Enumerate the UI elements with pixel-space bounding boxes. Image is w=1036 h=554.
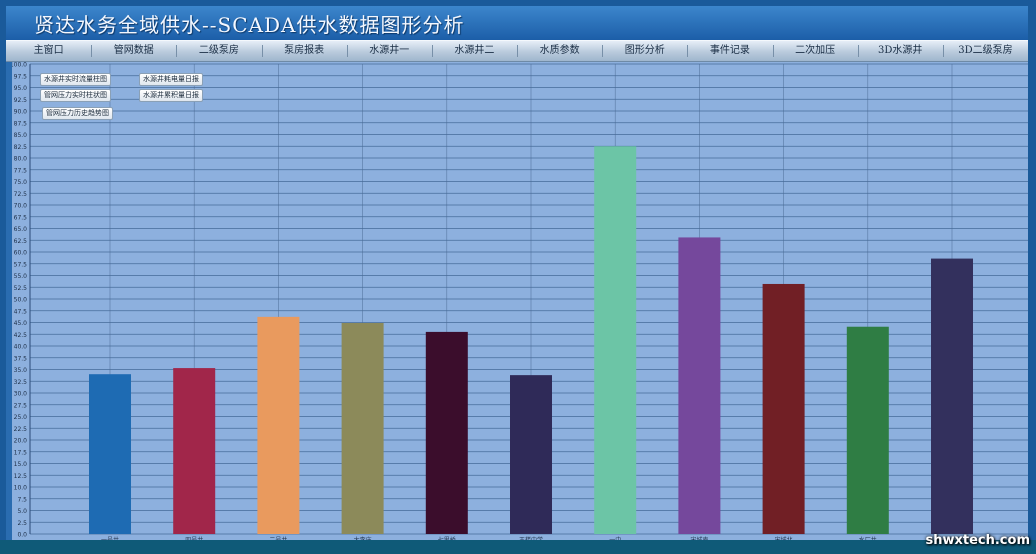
y-tick-label: 75.0: [14, 179, 28, 186]
y-tick-label: 40.0: [14, 344, 28, 351]
y-tick-label: 100.0: [12, 62, 27, 69]
y-tick-label: 82.5: [14, 144, 28, 151]
menu-separator: [176, 45, 178, 57]
menu-item[interactable]: 图形分析: [624, 45, 665, 56]
menu-item[interactable]: 事件记录: [709, 45, 750, 56]
menu-bar: 主窗口 管网数据 二级泵房 泵房报表 水源井一 水源井二 水质参数 图形分析 事件记录 二次加压 3…: [6, 40, 1028, 62]
menu-separator: [942, 45, 944, 57]
bar: [678, 237, 721, 534]
menu-separator: [346, 45, 348, 57]
bar: [341, 322, 384, 534]
bar-chart: 0.0 2.5 5.0 7.5 10.0 12.5 15.0 17.5 20.0 22.5 25.0…: [12, 62, 1028, 544]
menu-separator: [91, 45, 93, 57]
y-tick-label: 92.5: [14, 97, 28, 104]
y-tick-label: 30.0: [14, 391, 28, 398]
menu-item[interactable]: 管网数据: [113, 45, 154, 56]
y-tick-label: 65.0: [14, 226, 28, 233]
bar: [594, 146, 637, 534]
footer-strip: [0, 540, 1036, 554]
menu-separator: [687, 45, 689, 57]
menu-item[interactable]: 3D二级泵房: [958, 45, 1013, 56]
y-tick-label: 17.5: [14, 449, 28, 456]
y-tick-label: 22.5: [14, 426, 28, 433]
chart-area: 0.0 2.5 5.0 7.5 10.0 12.5 15.0 17.5 20.0 22.5 25.0…: [12, 62, 1028, 545]
y-tick-label: 47.5: [14, 308, 28, 315]
y-tick-label: 80.0: [14, 156, 28, 163]
y-tick-label: 50.0: [14, 297, 28, 304]
y-tick-label: 32.5: [14, 379, 28, 386]
y-tick-label: 35.0: [14, 367, 28, 374]
y-tick-label: 20.0: [14, 438, 28, 445]
well-power-daily-button[interactable]: 水源井耗电量日报: [139, 73, 203, 86]
y-tick-label: 42.5: [14, 332, 28, 339]
menu-item[interactable]: 3D水源井: [878, 45, 923, 56]
y-tick-label: 90.0: [14, 109, 28, 116]
bar: [89, 374, 131, 534]
y-tick-label: 5.0: [17, 508, 27, 515]
well-flow-bar-button[interactable]: 水源井实时流量柱图: [40, 73, 111, 86]
y-tick-label: 0.0: [17, 532, 27, 539]
page-title: 贤达水务全域供水--SCADA供水数据图形分析: [34, 13, 465, 37]
y-tick-label: 95.0: [14, 85, 28, 92]
y-tick-label: 7.5: [17, 496, 27, 503]
title-bar: 贤达水务全域供水--SCADA供水数据图形分析: [6, 6, 1028, 40]
y-tick-label: 72.5: [14, 191, 28, 198]
pipe-pressure-trend-button[interactable]: 管网压力历史趋势图: [42, 107, 113, 120]
y-tick-label: 45.0: [14, 320, 28, 327]
menu-separator: [431, 45, 433, 57]
menu-item[interactable]: 二次加压: [795, 45, 836, 56]
menu-separator: [772, 45, 774, 57]
y-tick-label: 57.5: [14, 261, 28, 268]
y-tick-label: 12.5: [14, 473, 28, 480]
menu-separator: [261, 45, 263, 57]
watermark: shwxtech.com: [925, 533, 1030, 548]
bar: [425, 331, 468, 534]
well-cumulative-daily-button[interactable]: 水源井累积量日报: [139, 89, 203, 102]
y-tick-label: 15.0: [14, 461, 28, 468]
menu-separator: [602, 45, 604, 57]
menu-item[interactable]: 水质参数: [539, 45, 580, 56]
bar: [931, 258, 973, 534]
y-tick-label: 55.0: [14, 273, 28, 280]
y-tick-label: 52.5: [14, 285, 28, 292]
bar: [510, 375, 552, 534]
y-tick-label: 67.5: [14, 214, 28, 221]
y-tick-label: 10.0: [14, 485, 28, 492]
menu-item[interactable]: 泵房报表: [284, 45, 325, 56]
y-tick-label: 97.5: [14, 73, 28, 80]
y-tick-label: 62.5: [14, 238, 28, 245]
menu-separator: [857, 45, 859, 57]
menu-separator: [517, 45, 518, 57]
y-tick-label: 77.5: [14, 167, 28, 174]
menu-item[interactable]: 水源井一: [369, 45, 410, 56]
pipe-pressure-bar-button[interactable]: 管网压力实时柱状图: [40, 89, 111, 102]
y-tick-label: 70.0: [14, 203, 28, 210]
y-tick-label: 37.5: [14, 355, 28, 362]
bar: [173, 368, 216, 534]
menu-item[interactable]: 二级泵房: [198, 45, 239, 56]
bar: [257, 316, 300, 534]
bar: [762, 283, 805, 534]
y-tick-label: 2.5: [17, 520, 27, 527]
y-tick-label: 27.5: [14, 402, 28, 409]
menu-item[interactable]: 水源井二: [454, 45, 495, 56]
app-window: 贤达水务全域供水--SCADA供水数据图形分析 主窗口 管网数据 二级泵房 泵房报表水…: [6, 6, 1028, 548]
menu-item[interactable]: 主窗口: [33, 45, 64, 56]
y-tick-label: 87.5: [14, 120, 28, 127]
y-tick-label: 25.0: [14, 414, 28, 421]
y-tick-label: 85.0: [14, 132, 28, 139]
bar: [846, 326, 889, 534]
y-tick-label: 60.0: [14, 250, 28, 257]
